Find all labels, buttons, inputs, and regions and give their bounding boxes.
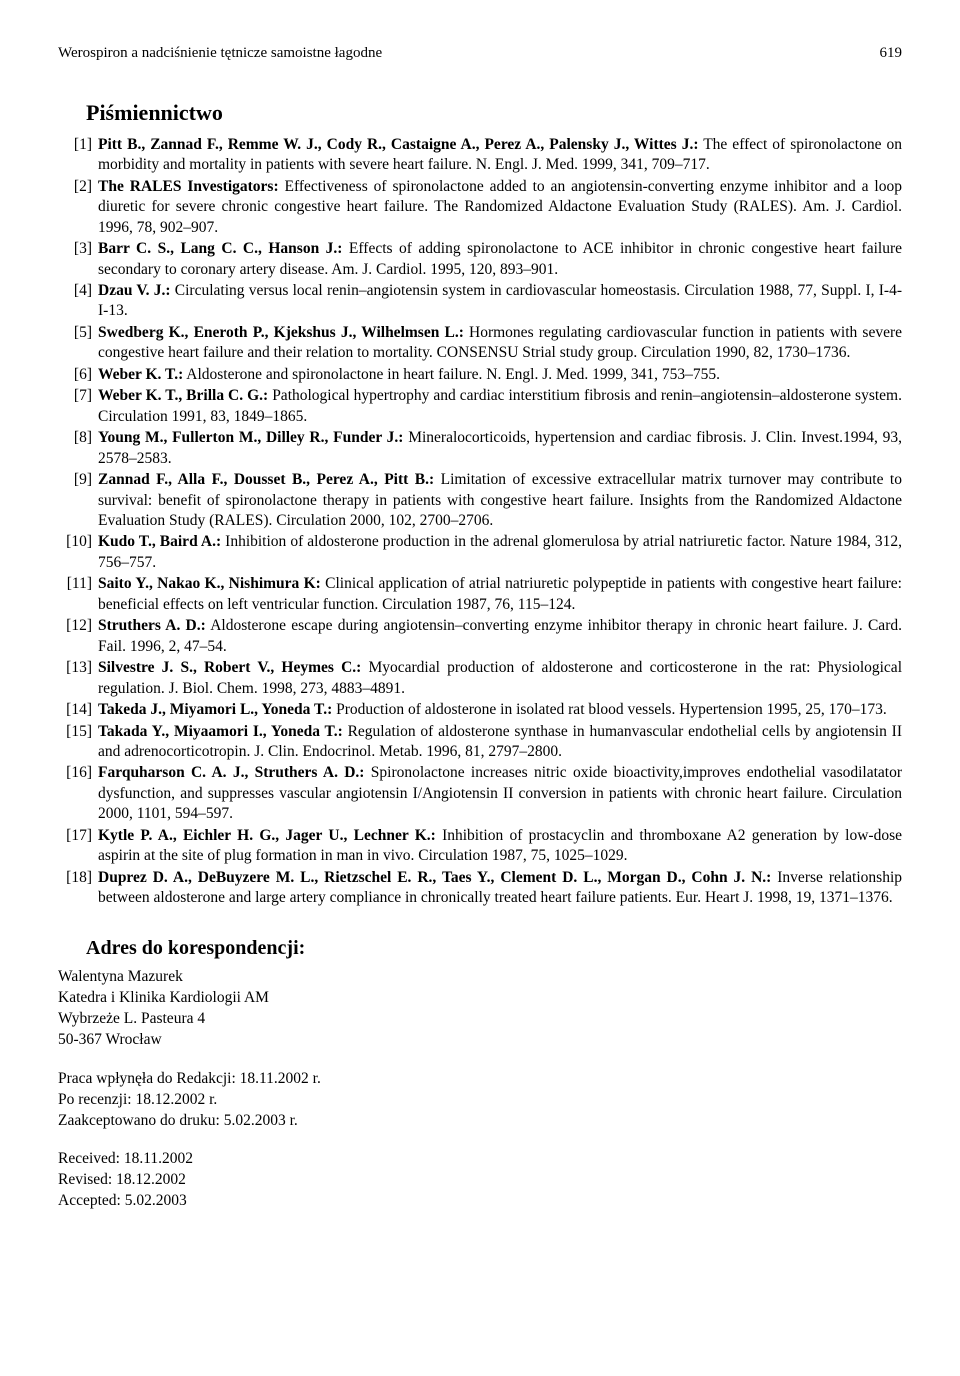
corr-street: Wybrzeże L. Pasteura 4 [58, 1009, 902, 1030]
reference-authors: Takeda J., Miyamori L., Yoneda T.: [98, 701, 332, 718]
bibliography-title: Piśmiennictwo [86, 98, 902, 127]
reference-item: [7]Weber K. T., Brilla C. G.: Pathologic… [58, 386, 902, 427]
corr-city: 50-367 Wrocław [58, 1030, 902, 1051]
dates-english: Received: 18.11.2002 Revised: 18.12.2002… [58, 1149, 902, 1212]
reference-body: Zannad F., Alla F., Dousset B., Perez A.… [98, 470, 902, 531]
reference-body: Farquharson C. A. J., Struthers A. D.: S… [98, 763, 902, 824]
reference-item: [17]Kytle P. A., Eichler H. G., Jager U.… [58, 826, 902, 867]
reference-authors: Dzau V. J.: [98, 282, 171, 299]
reference-item: [6]Weber K. T.: Aldosterone and spironol… [58, 365, 902, 385]
date-accepted-pl: Zaakceptowano do druku: 5.02.2003 r. [58, 1111, 902, 1132]
reference-body: Weber K. T., Brilla C. G.: Pathological … [98, 386, 902, 427]
reference-number: [9] [58, 470, 98, 531]
reference-number: [15] [58, 722, 98, 763]
reference-body: Barr C. S., Lang C. C., Hanson J.: Effec… [98, 239, 902, 280]
reference-item: [2]The RALES Investigators: Effectivenes… [58, 177, 902, 238]
reference-body: Swedberg K., Eneroth P., Kjekshus J., Wi… [98, 323, 902, 364]
reference-body: Young M., Fullerton M., Dilley R., Funde… [98, 428, 902, 469]
reference-number: [2] [58, 177, 98, 238]
reference-authors: Struthers A. D.: [98, 617, 206, 634]
reference-list: [1]Pitt B., Zannad F., Remme W. J., Cody… [58, 135, 902, 909]
reference-authors: Young M., Fullerton M., Dilley R., Funde… [98, 429, 403, 446]
date-review-pl: Po recenzji: 18.12.2002 r. [58, 1090, 902, 1111]
reference-body: Duprez D. A., DeBuyzere M. L., Rietzsche… [98, 868, 902, 909]
reference-text: Circulating versus local renin–angiotens… [98, 282, 902, 319]
date-accepted-en: Accepted: 5.02.2003 [58, 1191, 902, 1212]
reference-number: [6] [58, 365, 98, 385]
reference-item: [1]Pitt B., Zannad F., Remme W. J., Cody… [58, 135, 902, 176]
reference-text: Aldosterone and spironolactone in heart … [183, 366, 720, 383]
reference-authors: Takada Y., Miyaamori I., Yoneda T.: [98, 723, 343, 740]
reference-item: [16]Farquharson C. A. J., Struthers A. D… [58, 763, 902, 824]
reference-item: [4]Dzau V. J.: Circulating versus local … [58, 281, 902, 322]
date-received-en: Received: 18.11.2002 [58, 1149, 902, 1170]
running-title: Werospiron a nadciśnienie tętnicze samoi… [58, 44, 382, 64]
reference-authors: Duprez D. A., DeBuyzere M. L., Rietzsche… [98, 869, 771, 886]
reference-item: [8]Young M., Fullerton M., Dilley R., Fu… [58, 428, 902, 469]
reference-number: [16] [58, 763, 98, 824]
reference-body: Dzau V. J.: Circulating versus local ren… [98, 281, 902, 322]
reference-item: [5]Swedberg K., Eneroth P., Kjekshus J.,… [58, 323, 902, 364]
reference-number: [14] [58, 700, 98, 720]
reference-item: [13]Silvestre J. S., Robert V., Heymes C… [58, 658, 902, 699]
date-submitted-pl: Praca wpłynęła do Redakcji: 18.11.2002 r… [58, 1069, 902, 1090]
reference-body: The RALES Investigators: Effectiveness o… [98, 177, 902, 238]
reference-text: Production of aldosterone in isolated ra… [332, 701, 886, 718]
reference-number: [11] [58, 574, 98, 615]
reference-text: Aldosterone escape during angiotensin–co… [98, 617, 902, 654]
reference-item: [14]Takeda J., Miyamori L., Yoneda T.: P… [58, 700, 902, 720]
date-revised-en: Revised: 18.12.2002 [58, 1170, 902, 1191]
reference-body: Pitt B., Zannad F., Remme W. J., Cody R.… [98, 135, 902, 176]
reference-number: [18] [58, 868, 98, 909]
reference-item: [12]Struthers A. D.: Aldosterone escape … [58, 616, 902, 657]
reference-number: [12] [58, 616, 98, 657]
dates-polish: Praca wpłynęła do Redakcji: 18.11.2002 r… [58, 1069, 902, 1132]
reference-body: Saito Y., Nakao K., Nishimura K: Clinica… [98, 574, 902, 615]
running-header: Werospiron a nadciśnienie tętnicze samoi… [58, 44, 902, 64]
reference-item: [3]Barr C. S., Lang C. C., Hanson J.: Ef… [58, 239, 902, 280]
page-number: 619 [880, 44, 903, 64]
reference-item: [10]Kudo T., Baird A.: Inhibition of ald… [58, 532, 902, 573]
reference-number: [4] [58, 281, 98, 322]
correspondence-title: Adres do korespondencji: [86, 935, 902, 961]
reference-number: [13] [58, 658, 98, 699]
reference-body: Weber K. T.: Aldosterone and spironolact… [98, 365, 902, 385]
reference-number: [3] [58, 239, 98, 280]
reference-number: [5] [58, 323, 98, 364]
corr-name: Walentyna Mazurek [58, 967, 902, 988]
reference-authors: Saito Y., Nakao K., Nishimura K: [98, 575, 321, 592]
reference-number: [8] [58, 428, 98, 469]
reference-authors: The RALES Investigators: [98, 178, 279, 195]
reference-authors: Silvestre J. S., Robert V., Heymes C.: [98, 659, 361, 676]
reference-authors: Swedberg K., Eneroth P., Kjekshus J., Wi… [98, 324, 464, 341]
reference-number: [1] [58, 135, 98, 176]
reference-authors: Kytle P. A., Eichler H. G., Jager U., Le… [98, 827, 436, 844]
reference-body: Struthers A. D.: Aldosterone escape duri… [98, 616, 902, 657]
reference-authors: Weber K. T., Brilla C. G.: [98, 387, 268, 404]
reference-number: [17] [58, 826, 98, 867]
reference-body: Takada Y., Miyaamori I., Yoneda T.: Regu… [98, 722, 902, 763]
reference-authors: Farquharson C. A. J., Struthers A. D.: [98, 764, 364, 781]
reference-body: Kytle P. A., Eichler H. G., Jager U., Le… [98, 826, 902, 867]
reference-body: Silvestre J. S., Robert V., Heymes C.: M… [98, 658, 902, 699]
reference-authors: Barr C. S., Lang C. C., Hanson J.: [98, 240, 342, 257]
reference-item: [11]Saito Y., Nakao K., Nishimura K: Cli… [58, 574, 902, 615]
reference-item: [18]Duprez D. A., DeBuyzere M. L., Rietz… [58, 868, 902, 909]
reference-item: [9]Zannad F., Alla F., Dousset B., Perez… [58, 470, 902, 531]
reference-authors: Pitt B., Zannad F., Remme W. J., Cody R.… [98, 136, 698, 153]
correspondence-block: Walentyna Mazurek Katedra i Klinika Kard… [58, 967, 902, 1051]
reference-number: [10] [58, 532, 98, 573]
reference-authors: Zannad F., Alla F., Dousset B., Perez A.… [98, 471, 434, 488]
corr-dept: Katedra i Klinika Kardiologii AM [58, 988, 902, 1009]
reference-body: Takeda J., Miyamori L., Yoneda T.: Produ… [98, 700, 902, 720]
reference-body: Kudo T., Baird A.: Inhibition of aldoste… [98, 532, 902, 573]
reference-authors: Weber K. T.: [98, 366, 183, 383]
reference-item: [15]Takada Y., Miyaamori I., Yoneda T.: … [58, 722, 902, 763]
reference-number: [7] [58, 386, 98, 427]
reference-authors: Kudo T., Baird A.: [98, 533, 221, 550]
